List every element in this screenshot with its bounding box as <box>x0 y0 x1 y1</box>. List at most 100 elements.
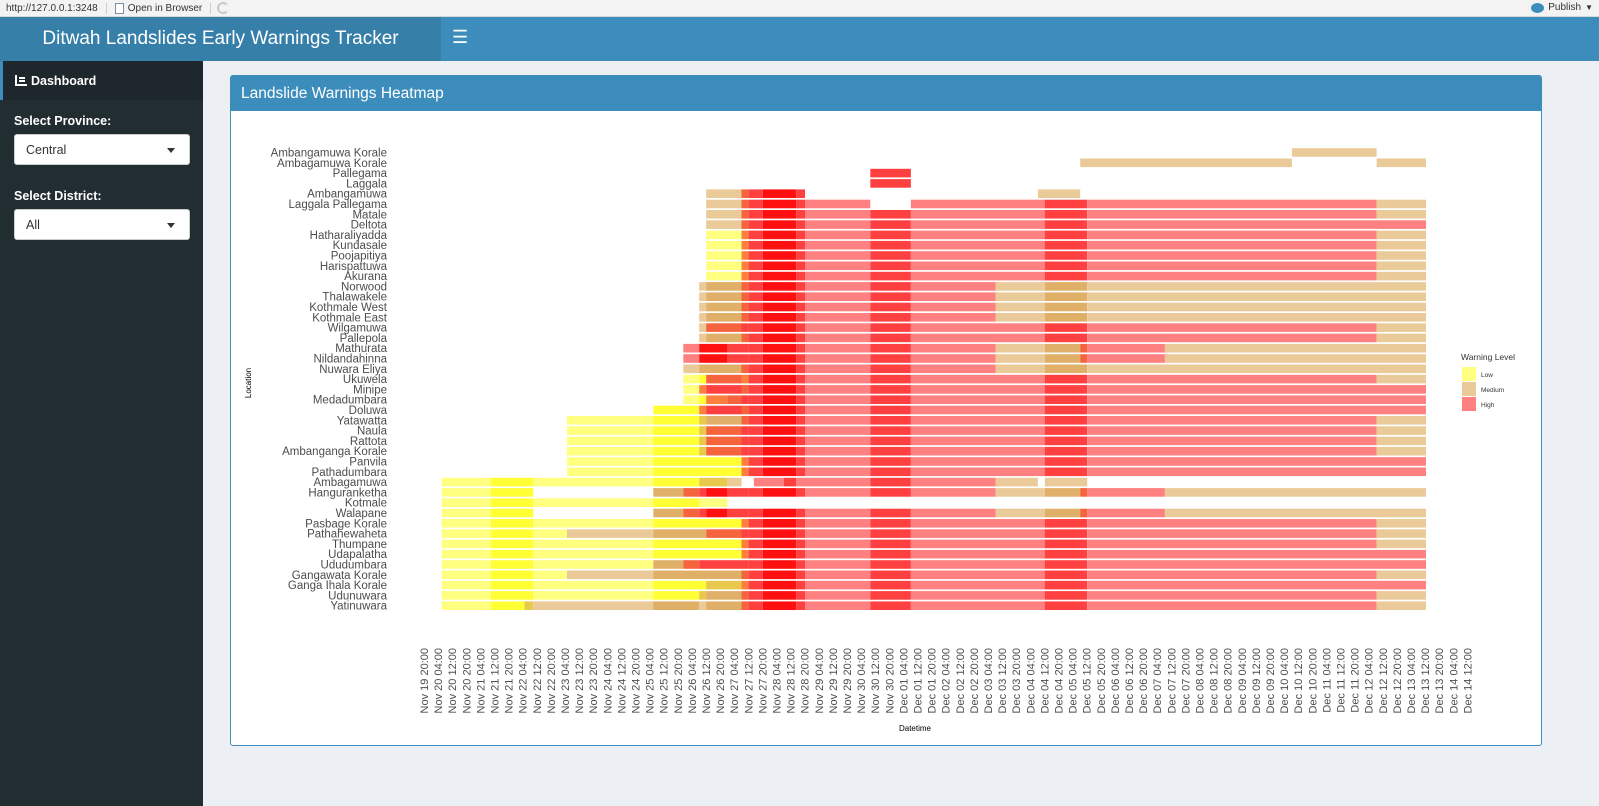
heatmap-cell <box>910 323 1045 332</box>
x-tick-label: Nov 21 20:00 <box>504 648 516 713</box>
heatmap-cell <box>762 374 797 384</box>
x-tick-label: Dec 09 12:00 <box>1251 648 1263 713</box>
heatmap-cell <box>870 519 911 528</box>
heatmap-cell <box>910 416 1045 425</box>
heatmap-cell <box>796 529 805 538</box>
heatmap-cell <box>762 220 797 229</box>
hamburger-icon[interactable]: ☰ <box>452 27 469 47</box>
heatmap-cell <box>741 189 749 198</box>
heatmap-cell <box>762 591 797 600</box>
heatmap-cell <box>1376 591 1426 600</box>
heatmap-cell <box>706 323 742 332</box>
heatmap-cell <box>870 416 911 425</box>
heatmap-cell <box>653 580 707 590</box>
x-tick-label: Dec 11 20:00 <box>1350 648 1362 713</box>
heatmap-cell <box>683 354 700 363</box>
heatmap-cell <box>533 580 654 590</box>
heatmap-cell <box>805 549 871 559</box>
heatmap-cell <box>1044 446 1088 456</box>
heatmap-cell <box>533 591 654 600</box>
x-tick-label: Nov 24 04:00 <box>602 648 614 713</box>
heatmap-cell <box>1044 364 1088 374</box>
publish-button[interactable]: Publish ▼ <box>1531 2 1593 13</box>
y-axis-title: Location <box>244 368 253 398</box>
heatmap-cell <box>796 374 805 384</box>
legend-swatch <box>1462 382 1476 396</box>
x-tick-label: Dec 07 04:00 <box>1152 648 1164 713</box>
heatmap-cell <box>805 271 871 281</box>
y-tick-label: Pallegama <box>333 168 388 180</box>
heatmap-cell <box>699 385 707 394</box>
heatmap-cell <box>741 364 749 374</box>
heatmap-cell <box>748 395 763 404</box>
heatmap-cell <box>805 519 871 528</box>
heatmap-cell <box>796 364 805 374</box>
heatmap-cell <box>805 467 871 477</box>
heatmap-cell <box>533 570 567 580</box>
heatmap-cell <box>762 364 797 374</box>
heatmap-cell <box>653 560 684 569</box>
x-tick-label: Nov 21 04:00 <box>475 648 487 713</box>
heatmap-cell <box>748 271 763 281</box>
y-tick-label: Nildandahinna <box>313 354 387 366</box>
x-tick-label: Dec 12 20:00 <box>1392 648 1404 713</box>
heatmap-cell <box>1376 446 1426 456</box>
heatmap-cell <box>741 405 749 415</box>
heatmap-cell <box>491 591 534 600</box>
x-tick-label: Nov 30 12:00 <box>870 648 882 713</box>
district-select[interactable]: All <box>14 209 190 240</box>
heatmap-cell <box>748 313 763 322</box>
sidebar-item-dashboard[interactable]: Dashboard <box>0 61 203 100</box>
heatmap-cell <box>1087 570 1377 580</box>
heatmap-cell <box>706 220 742 229</box>
heatmap-cell <box>762 323 797 332</box>
heatmap-cell <box>533 477 654 487</box>
heatmap-cell <box>1376 240 1426 250</box>
heatmap-cell <box>1376 323 1426 332</box>
heatmap-cell <box>1087 261 1377 271</box>
heatmap-cell <box>683 488 700 497</box>
open-in-browser-button[interactable]: Open in Browser <box>107 2 212 14</box>
y-tick-label: Laggala Pallegama <box>289 199 388 211</box>
heatmap-cell <box>796 313 805 322</box>
x-tick-label: Dec 03 04:00 <box>983 648 995 713</box>
heatmap-cell <box>1080 158 1292 168</box>
heatmap-cell <box>870 374 911 384</box>
refresh-icon[interactable] <box>217 2 230 14</box>
heatmap-cell <box>805 210 871 219</box>
heatmap-cell <box>1376 539 1426 549</box>
heatmap-cell <box>533 498 654 507</box>
url-text[interactable]: http://127.0.0.1:3248 <box>0 2 107 14</box>
heatmap-cell <box>748 549 763 559</box>
x-tick-label: Dec 04 04:00 <box>1025 648 1037 713</box>
heatmap-cell <box>699 343 728 353</box>
heatmap-cell <box>683 364 700 374</box>
heatmap-cell <box>1044 302 1088 312</box>
heatmap-cell <box>805 405 871 415</box>
y-tick-label: Ambangamuwa Korale <box>271 148 387 160</box>
heatmap-cell <box>796 261 805 271</box>
heatmap-cell <box>741 580 749 590</box>
heatmap-cell <box>796 580 805 590</box>
heatmap-cell <box>441 498 491 507</box>
heatmap-cell <box>1044 477 1088 487</box>
heatmap-cell <box>805 488 871 497</box>
heatmap-cell <box>1376 436 1426 446</box>
heatmap-cell <box>1376 158 1426 168</box>
x-tick-label: Nov 27 20:00 <box>757 648 769 713</box>
heatmap-cell <box>706 436 742 446</box>
page-icon <box>114 2 124 14</box>
heatmap-cell <box>762 251 797 260</box>
heatmap-cell <box>1087 343 1165 353</box>
heatmap-cell <box>491 498 534 507</box>
heatmap-cell <box>706 601 742 610</box>
x-tick-label: Nov 29 20:00 <box>842 648 854 713</box>
heatmap-cell <box>748 488 763 497</box>
province-select[interactable]: Central <box>14 134 190 165</box>
heatmap-cell <box>762 240 797 250</box>
heatmap-cell <box>910 385 1045 394</box>
heatmap-cell <box>727 395 742 404</box>
heatmap-cell <box>910 529 1045 538</box>
heatmap-cell <box>741 436 749 446</box>
heatmap-cell <box>699 374 707 384</box>
